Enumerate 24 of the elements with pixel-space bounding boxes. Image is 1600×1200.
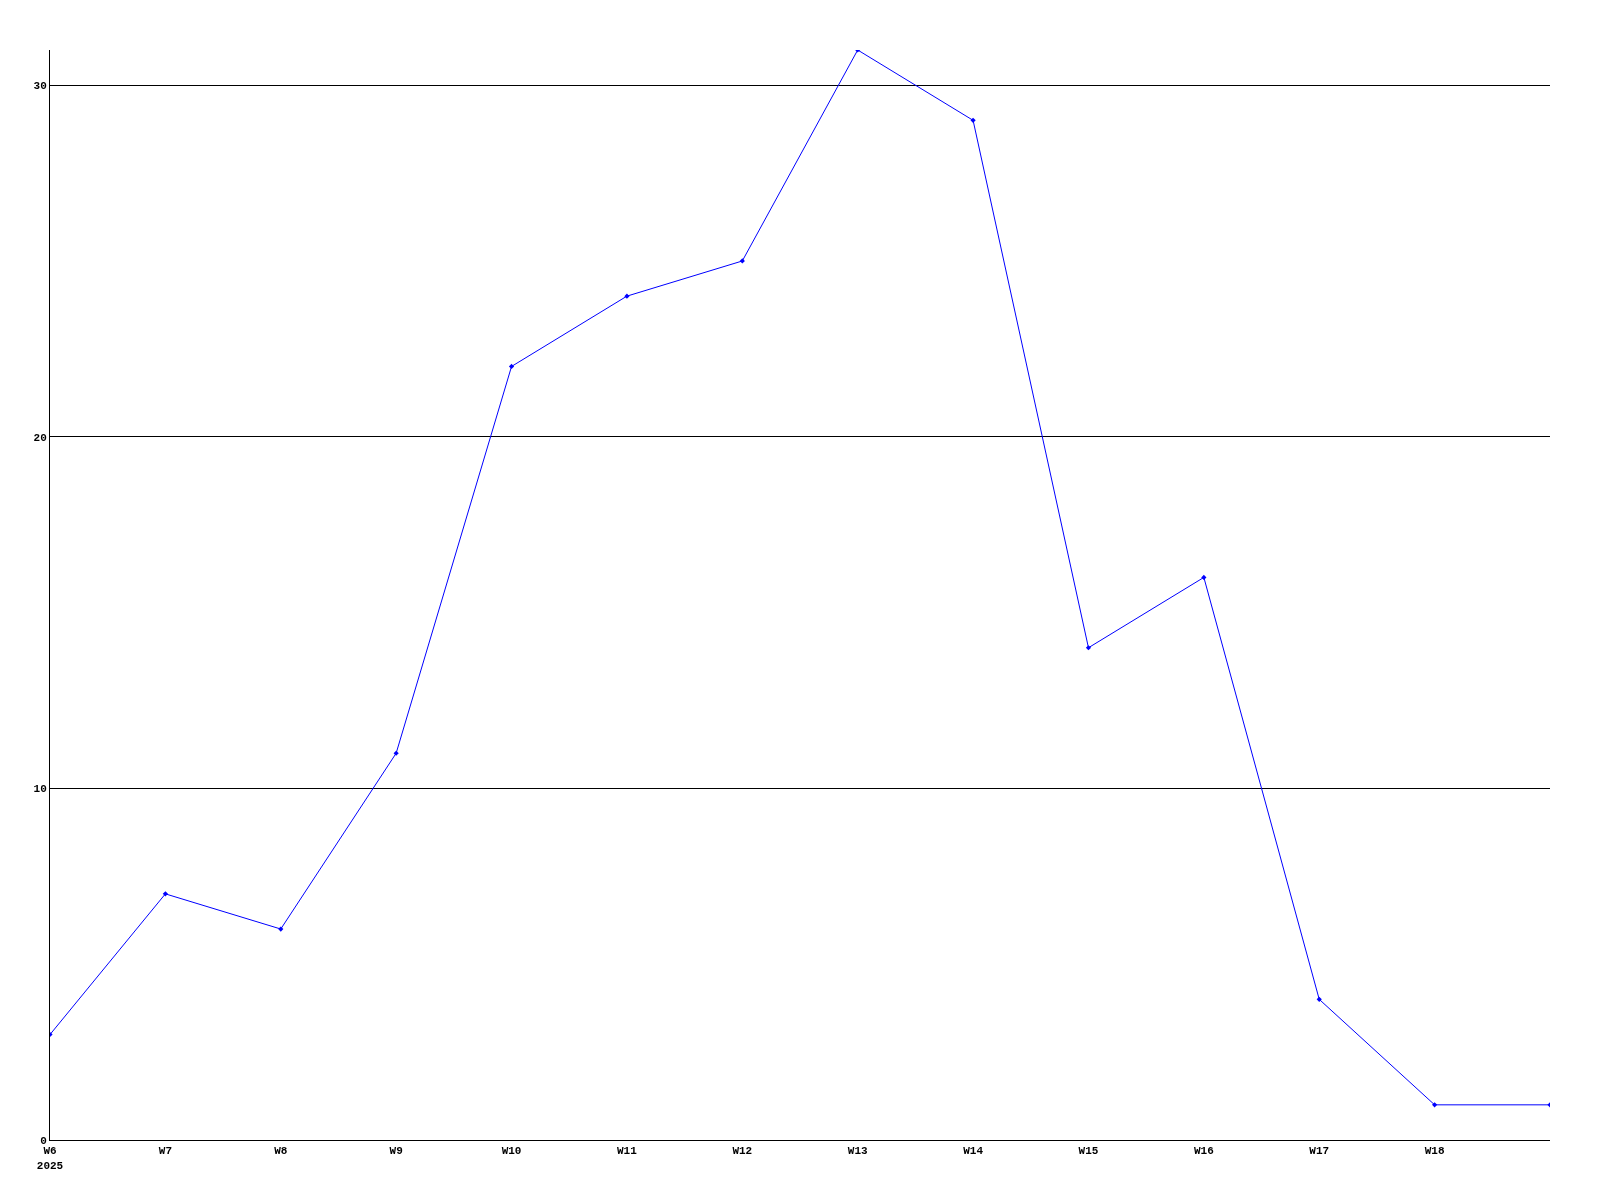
- y-tick-label: 10: [33, 783, 47, 796]
- x-tick-label: W14: [963, 1145, 984, 1158]
- point: [1432, 1102, 1438, 1108]
- x-tick-label: W11: [617, 1145, 638, 1158]
- x-tick-label: W18: [1424, 1145, 1445, 1158]
- x-tick-label: W6 2025: [36, 1145, 64, 1172]
- y-tick-label: 0: [40, 1134, 47, 1147]
- y-tick-label: 20: [33, 431, 47, 444]
- x-tick-label: W9: [389, 1145, 403, 1158]
- x-tick-label: W17: [1309, 1145, 1330, 1158]
- point: [1316, 996, 1322, 1002]
- x-tick-label: W16: [1193, 1145, 1214, 1158]
- x-tick-label: W8: [274, 1145, 288, 1158]
- x-tick-label: W12: [732, 1145, 753, 1158]
- point: [162, 891, 168, 897]
- point: [1085, 645, 1092, 651]
- point: [1201, 574, 1207, 581]
- x-tick-label: W10: [501, 1145, 522, 1158]
- x-tick-label: W13: [847, 1145, 868, 1158]
- y-tick-label: 30: [33, 80, 47, 93]
- x-tick-label: W7: [158, 1145, 172, 1158]
- point: [508, 363, 515, 370]
- line-series: [50, 50, 1550, 1108]
- x-tick-label: W15: [1078, 1145, 1099, 1158]
